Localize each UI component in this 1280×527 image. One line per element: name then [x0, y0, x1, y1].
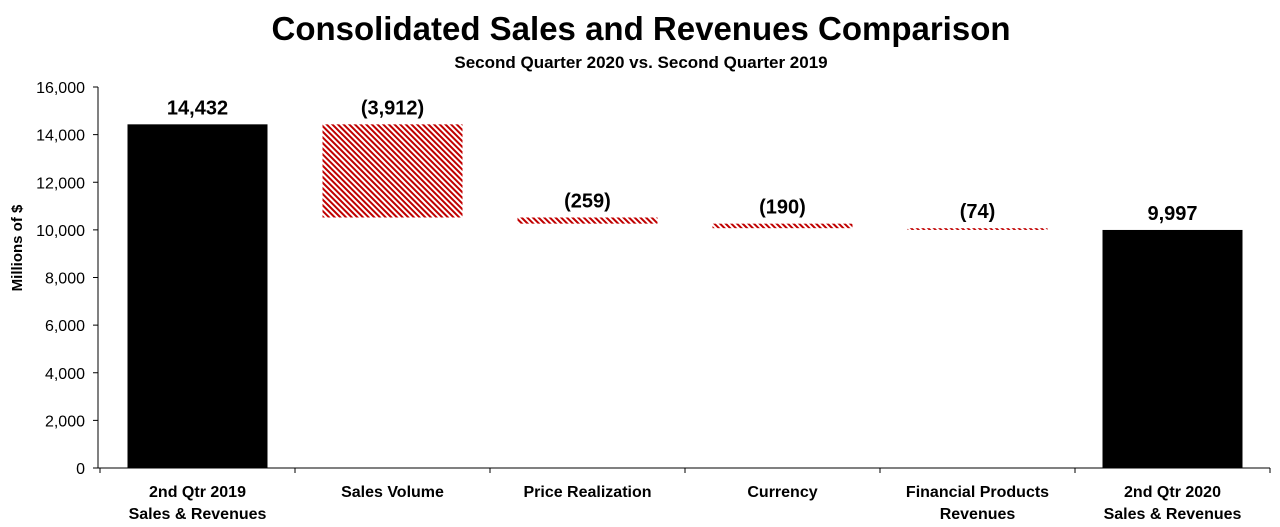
- y-tick-label: 12,000: [36, 175, 85, 192]
- bar-2nd-qtr-2020-sales-revenues: [1102, 229, 1243, 468]
- data-label: (190): [759, 197, 806, 219]
- bar-currency: [712, 223, 853, 229]
- x-category-label: Financial Products: [906, 484, 1049, 501]
- data-label: (259): [564, 190, 611, 212]
- x-category-label: 2nd Qtr 2020: [1124, 484, 1221, 501]
- x-category-label: Price Realization: [523, 484, 651, 501]
- bar-financial-products-revenues: [907, 228, 1048, 230]
- y-axis-label: Millions of $: [9, 204, 26, 291]
- y-tick-label: 0: [76, 461, 85, 478]
- y-tick-label: 8,000: [45, 271, 85, 288]
- y-tick-label: 14,000: [36, 128, 85, 145]
- bar-price-realization: [517, 217, 658, 224]
- y-tick-label: 4,000: [45, 366, 85, 383]
- x-category-label: 2nd Qtr 2019: [149, 484, 246, 501]
- x-category-label: Currency: [747, 484, 817, 501]
- x-category-label: Sales & Revenues: [1104, 506, 1242, 523]
- chart-subtitle: Second Quarter 2020 vs. Second Quarter 2…: [454, 53, 827, 72]
- y-tick-label: 10,000: [36, 223, 85, 240]
- data-label: (74): [960, 201, 996, 223]
- y-tick-label: 16,000: [36, 80, 85, 97]
- data-label: 14,432: [167, 97, 228, 119]
- data-label: (3,912): [361, 97, 424, 119]
- y-tick-label: 6,000: [45, 318, 85, 335]
- bar-sales-volume: [322, 124, 463, 218]
- bar-2nd-qtr-2019-sales-revenues: [127, 124, 268, 468]
- x-category-label: Sales Volume: [341, 484, 444, 501]
- chart-title: Consolidated Sales and Revenues Comparis…: [271, 10, 1010, 47]
- data-label: 9,997: [1147, 203, 1197, 225]
- x-category-label: Sales & Revenues: [129, 506, 267, 523]
- y-tick-label: 2,000: [45, 413, 85, 430]
- x-category-label: Revenues: [940, 506, 1016, 523]
